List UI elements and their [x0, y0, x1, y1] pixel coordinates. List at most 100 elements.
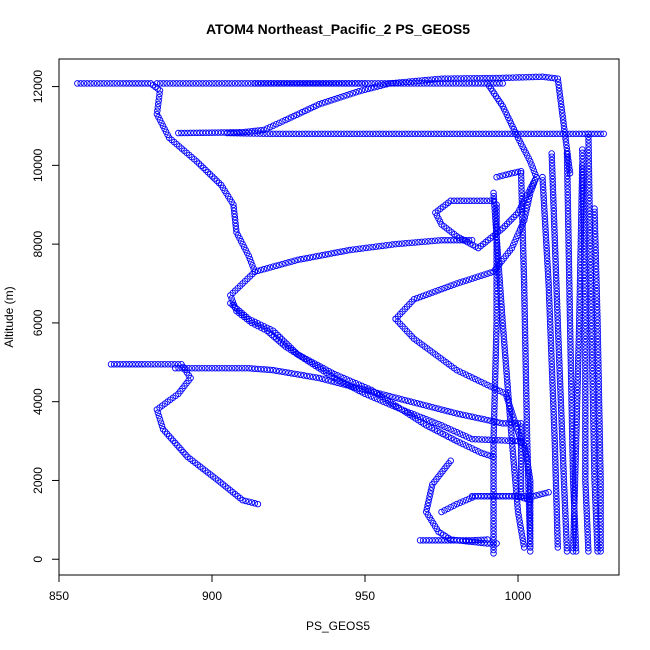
data-point — [522, 386, 530, 393]
data-point — [591, 230, 599, 238]
data-point — [285, 369, 292, 377]
data-point — [572, 130, 580, 138]
data-point — [328, 377, 335, 385]
data-point — [553, 284, 560, 292]
data-point — [315, 252, 323, 260]
data-point — [518, 531, 526, 538]
data-point — [361, 383, 369, 391]
data-point — [490, 489, 497, 496]
data-point — [274, 331, 281, 339]
data-point — [567, 374, 575, 381]
data-point — [490, 450, 497, 458]
data-point — [456, 279, 464, 286]
data-point — [161, 361, 168, 368]
data-point — [570, 518, 578, 526]
data-point — [208, 129, 216, 136]
data-point — [233, 129, 241, 137]
data-point — [521, 296, 528, 303]
data-point — [582, 390, 589, 397]
data-point — [189, 80, 197, 87]
data-point — [550, 198, 557, 205]
data-point — [508, 244, 516, 252]
data-point — [593, 297, 601, 304]
data-point — [582, 448, 589, 455]
data-point — [589, 367, 596, 375]
data-point — [541, 212, 548, 220]
data-point — [389, 393, 396, 401]
data-point — [444, 407, 451, 415]
data-point — [441, 75, 448, 82]
data-point — [506, 218, 513, 225]
data-point — [422, 402, 430, 409]
data-point — [204, 168, 212, 176]
data-point — [575, 348, 582, 355]
data-point — [553, 502, 560, 509]
data-point — [595, 380, 603, 388]
data-point — [398, 396, 405, 403]
data-point — [577, 264, 584, 272]
y-tick-label: 12000 — [31, 70, 45, 104]
data-point — [550, 204, 557, 212]
data-point — [398, 130, 406, 138]
data-point — [592, 515, 600, 523]
data-point — [591, 464, 598, 471]
data-point — [249, 262, 256, 269]
data-point — [402, 130, 409, 138]
data-point — [582, 441, 589, 449]
data-point — [534, 130, 541, 138]
data-point — [493, 74, 500, 82]
data-point — [494, 243, 501, 251]
data-point — [460, 75, 468, 82]
data-point — [447, 408, 454, 416]
data-point — [413, 400, 421, 407]
data-point — [415, 238, 422, 246]
data-point — [589, 400, 597, 407]
data-point — [544, 264, 551, 271]
data-point — [154, 104, 162, 111]
data-point — [222, 364, 229, 372]
data-point — [490, 441, 497, 448]
data-point — [513, 495, 521, 503]
data-point — [582, 412, 589, 420]
data-point — [570, 509, 578, 516]
data-point — [505, 130, 512, 138]
data-point — [297, 80, 304, 87]
data-point — [581, 271, 588, 279]
data-point — [151, 361, 158, 368]
data-point — [555, 332, 562, 340]
data-point — [190, 129, 197, 137]
data-point — [552, 486, 560, 493]
data-point — [517, 442, 525, 449]
data-point — [514, 502, 521, 509]
data-point — [499, 322, 507, 330]
data-point — [578, 200, 585, 208]
data-point — [555, 342, 562, 349]
data-point — [493, 297, 500, 304]
data-point — [591, 467, 598, 475]
data-point — [553, 492, 560, 500]
data-point — [550, 211, 558, 218]
data-point — [573, 405, 581, 413]
data-point — [453, 130, 461, 138]
data-point — [215, 179, 223, 187]
data-point — [208, 364, 216, 372]
data-point — [565, 246, 572, 253]
data-point — [523, 408, 530, 416]
data-point — [576, 316, 583, 323]
data-point — [349, 90, 357, 97]
data-point — [582, 400, 589, 407]
data-point — [583, 512, 591, 520]
data-point — [573, 412, 581, 419]
data-point — [576, 303, 583, 311]
data-point — [594, 313, 601, 320]
data-point — [558, 103, 565, 111]
data-point — [557, 97, 564, 105]
data-point — [506, 412, 514, 419]
data-point — [490, 508, 497, 515]
data-point — [518, 182, 525, 190]
data-point — [352, 89, 360, 96]
data-point — [524, 450, 531, 458]
data-point — [575, 329, 583, 336]
data-point — [579, 159, 586, 166]
data-point — [571, 476, 579, 484]
